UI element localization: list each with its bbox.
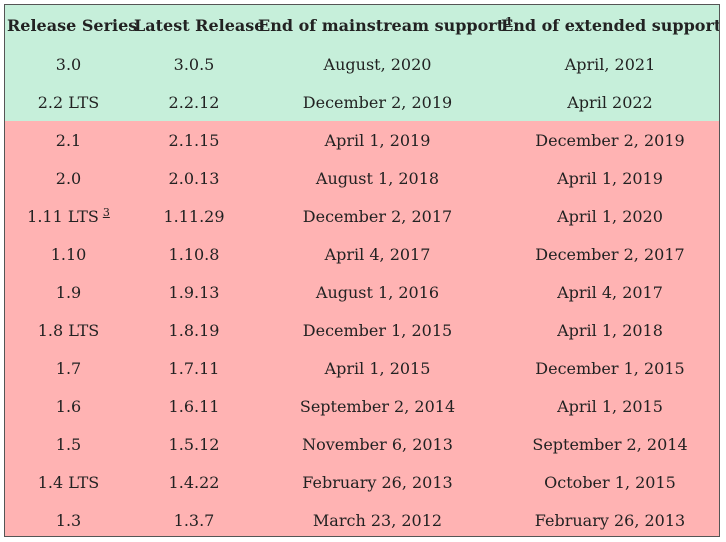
release-table-frame: Release Series Latest Release End of mai… [4, 4, 720, 537]
cell-latest-release: 1.5.12 [168, 434, 220, 454]
header-label: Latest Release [134, 15, 265, 35]
header-extended-support: End of extended support2 [499, 5, 720, 45]
cell-latest-release: 2.2.12 [168, 92, 220, 112]
release-series-text: 1.9 [55, 282, 82, 302]
table-row: 3.0 3.0.5 August, 2020 April, 2021 [5, 45, 719, 83]
cell-release-series: 1.8 LTS [5, 311, 132, 349]
cell-latest-release: 1.10.8 [168, 244, 220, 264]
cell-mainstream-support: February 26, 2013 [302, 472, 453, 492]
release-series-text: 1.7 [55, 358, 82, 378]
table-body: 3.0 3.0.5 August, 2020 April, 2021 2.2 LTS 2.… [5, 45, 719, 536]
header-label: Release Series [7, 15, 138, 35]
header-label: End of mainstream support [258, 16, 505, 35]
cell-mainstream-support: March 23, 2012 [312, 510, 443, 530]
table-row: 1.9 1.9.13 August 1, 2016 April 4, 2017 [5, 273, 719, 311]
header-mainstream-support: End of mainstream support1 [256, 5, 513, 45]
table-row: 1.8 LTS 1.8.19 December 1, 2015 April 1, 20… [5, 311, 719, 349]
table-row: 2.0 2.0.13 August 1, 2018 April 1, 2019 [5, 159, 719, 197]
header-label: End of extended support [501, 16, 720, 35]
release-series-text: 1.11 LTS [27, 207, 99, 226]
cell-latest-release: 1.9.13 [168, 282, 220, 302]
cell-release-series: 2.2 LTS [5, 83, 132, 121]
cell-extended-support: April 4, 2017 [557, 282, 663, 302]
table-row: 1.3 1.3.7 March 23, 2012 February 26, 2013 [5, 501, 719, 536]
cell-extended-support: December 2, 2017 [535, 244, 685, 264]
cell-mainstream-support: August 1, 2018 [315, 168, 440, 188]
cell-latest-release: 1.8.19 [168, 320, 220, 340]
header-release-series: Release Series [5, 5, 137, 45]
cell-release-series: 2.1 [5, 121, 132, 159]
table-row: 1.7 1.7.11 April 1, 2015 December 1, 2015 [5, 349, 719, 387]
cell-latest-release: 1.11.29 [163, 206, 225, 226]
release-series-text: 1.4 LTS [37, 472, 100, 492]
table-row: 1.11 LTS 3 1.11.29 December 2, 2017 April 1,… [5, 197, 719, 235]
cell-extended-support: April 1, 2019 [557, 168, 663, 188]
release-series-text: 2.1 [55, 130, 82, 150]
footnote-link[interactable]: 3 [102, 206, 110, 219]
release-series-text: 2.2 LTS [37, 92, 100, 112]
header-row: Release Series Latest Release End of mai… [5, 5, 720, 45]
cell-latest-release: 2.1.15 [168, 130, 220, 150]
table-row: 1.5 1.5.12 November 6, 2013 September 2, 20… [5, 425, 719, 463]
header-latest-release: Latest Release [132, 5, 264, 45]
footnote-link[interactable]: 1 [505, 15, 513, 28]
cell-extended-support: September 2, 2014 [532, 434, 688, 454]
cell-mainstream-support: August, 2020 [323, 54, 432, 74]
release-series-text: 3.0 [55, 54, 82, 74]
cell-extended-support: December 2, 2019 [535, 130, 685, 150]
table-row: 2.2 LTS 2.2.12 December 2, 2019 April 2022 [5, 83, 719, 121]
cell-release-series: 1.5 [5, 425, 132, 463]
release-series-text: 2.0 [55, 168, 82, 188]
table-row: 1.6 1.6.11 September 2, 2014 April 1, 2015 [5, 387, 719, 425]
cell-extended-support: October 1, 2015 [544, 472, 676, 492]
cell-extended-support: December 1, 2015 [535, 358, 685, 378]
cell-release-series: 1.7 [5, 349, 132, 387]
cell-mainstream-support: December 2, 2019 [302, 92, 453, 112]
table-row: 1.10 1.10.8 April 4, 2017 December 2, 2017 [5, 235, 719, 273]
table-row: 2.1 2.1.15 April 1, 2019 December 2, 2019 [5, 121, 719, 159]
cell-latest-release: 1.7.11 [168, 358, 220, 378]
table-row: 1.4 LTS 1.4.22 February 26, 2013 October 1,… [5, 463, 719, 501]
cell-release-series: 1.9 [5, 273, 132, 311]
cell-mainstream-support: December 2, 2017 [302, 206, 453, 226]
cell-latest-release: 2.0.13 [168, 168, 220, 188]
cell-release-series: 2.0 [5, 159, 132, 197]
table-header: Release Series Latest Release End of mai… [5, 5, 720, 45]
cell-release-series: 1.6 [5, 387, 132, 425]
cell-release-series: 3.0 [5, 45, 132, 83]
cell-release-series: 1.3 [5, 501, 132, 536]
release-series-text: 1.6 [55, 396, 82, 416]
cell-latest-release: 1.6.11 [168, 396, 220, 416]
cell-extended-support: February 26, 2013 [534, 510, 686, 530]
cell-mainstream-support: December 1, 2015 [302, 320, 453, 340]
cell-mainstream-support: September 2, 2014 [299, 396, 456, 416]
cell-mainstream-support: April 4, 2017 [324, 244, 431, 264]
cell-mainstream-support: April 1, 2019 [324, 130, 431, 150]
cell-extended-support: April 2022 [567, 92, 653, 112]
release-series-text: 1.10 [50, 244, 87, 264]
cell-mainstream-support: August 1, 2016 [315, 282, 440, 302]
cell-mainstream-support: April 1, 2015 [324, 358, 431, 378]
release-series-text: 1.3 [55, 510, 82, 530]
release-series-text: 1.5 [55, 434, 82, 454]
cell-release-series: 1.11 LTS 3 [5, 197, 132, 235]
cell-mainstream-support: November 6, 2013 [302, 434, 453, 454]
cell-extended-support: April 1, 2018 [557, 320, 663, 340]
cell-latest-release: 1.4.22 [168, 472, 220, 492]
cell-extended-support: April 1, 2015 [557, 396, 663, 416]
cell-latest-release: 1.3.7 [173, 510, 215, 530]
cell-extended-support: April, 2021 [564, 54, 656, 74]
cell-latest-release: 3.0.5 [173, 54, 215, 74]
release-series-text: 1.8 LTS [37, 320, 100, 340]
release-table: Release Series Latest Release End of mai… [5, 5, 720, 536]
cell-release-series: 1.10 [5, 235, 132, 273]
cell-release-series: 1.4 LTS [5, 463, 132, 501]
cell-extended-support: April 1, 2020 [557, 206, 663, 226]
